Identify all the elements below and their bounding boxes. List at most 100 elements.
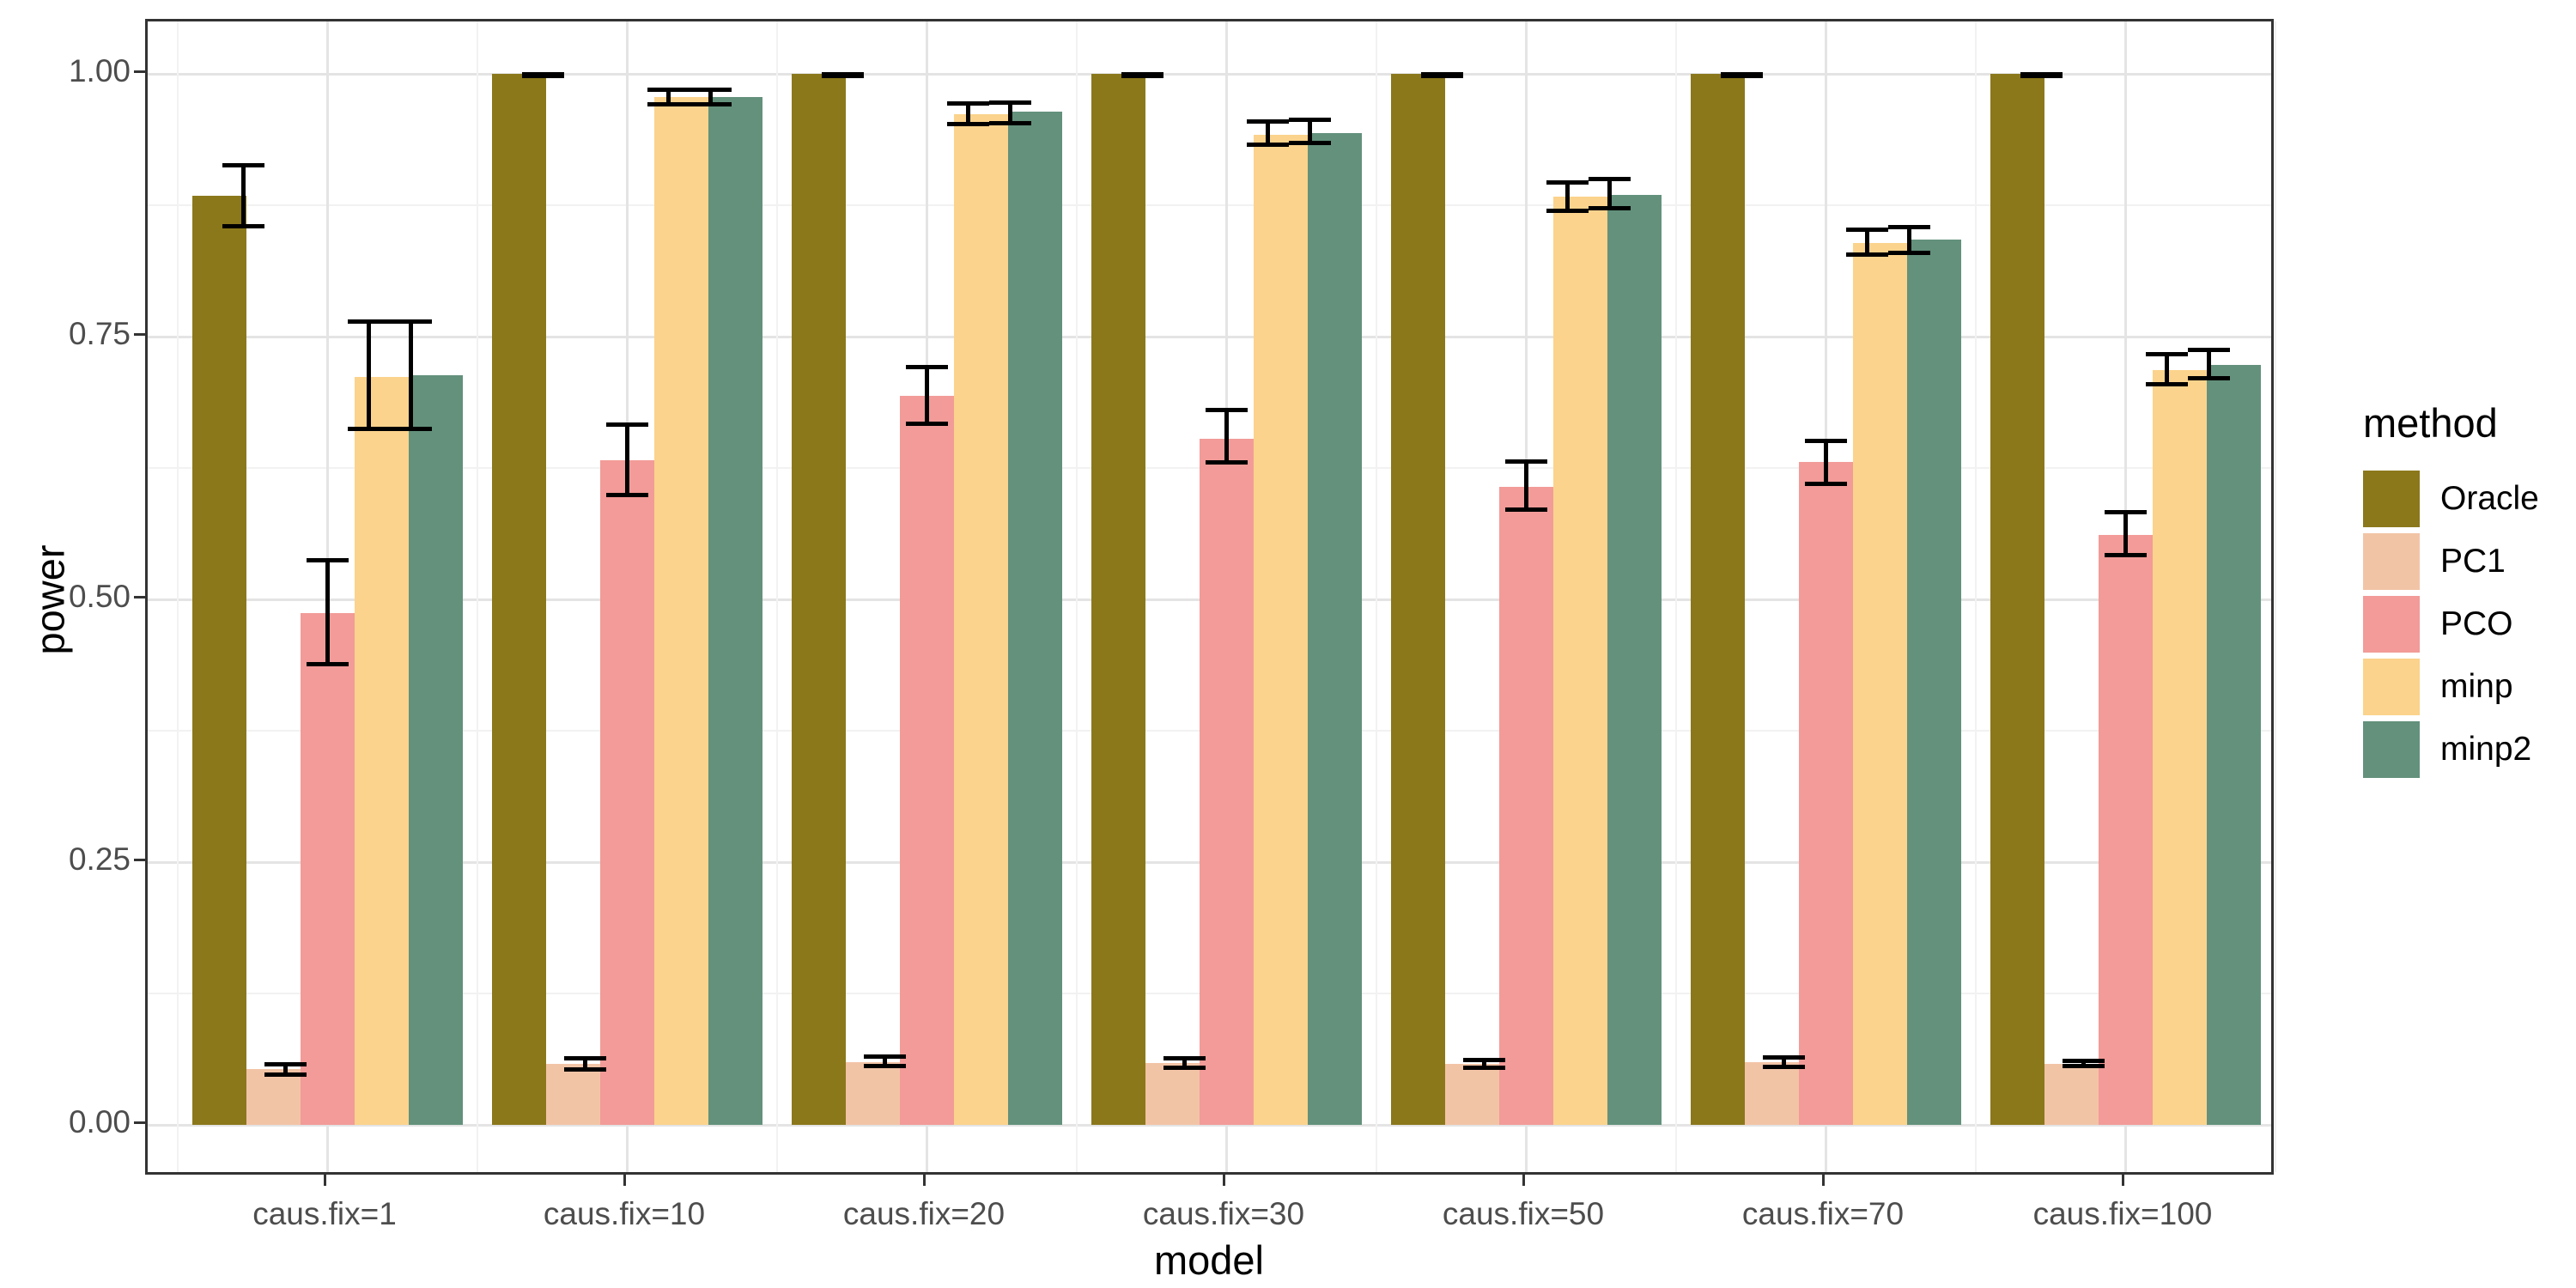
error-bar-minp2-caus.fix=20 [1008, 102, 1013, 124]
bar-minp-caus.fix=30 [1253, 134, 1308, 1125]
legend-key-swatch-Oracle [2363, 471, 2420, 527]
y-tick-label: 1.00 [68, 53, 131, 88]
legend-item-PCO: PCO [2363, 596, 2539, 653]
y-axis-tick [134, 858, 145, 861]
x-axis-tick [922, 1175, 926, 1186]
error-bar-minp-caus.fix=50-cap-top [1546, 179, 1589, 185]
error-bar-PCO-caus.fix=70-cap-bottom [1804, 481, 1847, 486]
error-bar-PC1-caus.fix=100 [2081, 1060, 2086, 1066]
bar-minp-caus.fix=10 [653, 96, 708, 1125]
x-axis-tick [1821, 1175, 1825, 1186]
plot-panel [145, 19, 2276, 1175]
error-bar-minp-caus.fix=70-cap-top [1846, 227, 1889, 232]
x-tick-label: caus.fix=70 [1741, 1196, 1905, 1231]
error-bar-minp-caus.fix=50-cap-bottom [1546, 208, 1589, 213]
error-bar-PCO-caus.fix=100 [2123, 512, 2128, 556]
bar-PCO-caus.fix=20 [899, 395, 954, 1125]
bar-PCO-caus.fix=1 [300, 612, 355, 1125]
error-bar-PC1-caus.fix=30-cap-top [1163, 1056, 1206, 1061]
error-bar-minp2-caus.fix=20-cap-top [989, 100, 1032, 105]
x-tick-label: caus.fix=100 [2032, 1196, 2213, 1231]
legend: method Oracle PC1 PCO minp minp2 [2363, 400, 2539, 778]
bar-minp2-caus.fix=10 [708, 96, 762, 1125]
x-axis-tick [1522, 1175, 1525, 1186]
bar-PC1-caus.fix=30 [1145, 1062, 1200, 1125]
error-bar-PC1-caus.fix=1-cap-bottom [264, 1072, 307, 1077]
x-tick-label: caus.fix=50 [1442, 1196, 1605, 1231]
error-bar-PCO-caus.fix=50-cap-top [1504, 459, 1547, 465]
bar-PC1-caus.fix=100 [2044, 1064, 2099, 1125]
x-axis-tick [623, 1175, 626, 1186]
bar-PC1-caus.fix=1 [246, 1069, 301, 1125]
error-bar-PC1-caus.fix=50-cap-top [1462, 1057, 1505, 1062]
error-bar-PC1-caus.fix=20-cap-top [863, 1054, 906, 1059]
gridline-v-minor [476, 21, 478, 1172]
error-bar-minp-caus.fix=1 [367, 321, 372, 429]
error-bar-Oracle-caus.fix=30-cap-bottom [1121, 73, 1163, 78]
legend-key-swatch-PCO [2363, 596, 2420, 653]
error-bar-minp-caus.fix=50 [1565, 182, 1571, 211]
bar-PC1-caus.fix=50 [1444, 1064, 1499, 1125]
legend-item-label: PC1 [2440, 543, 2506, 580]
error-bar-PCO-caus.fix=10-cap-bottom [605, 493, 648, 498]
gridline-v-minor [1974, 21, 1977, 1172]
x-tick-label: caus.fix=30 [1142, 1196, 1305, 1231]
error-bar-minp-caus.fix=100-cap-bottom [2146, 381, 2189, 386]
bar-Oracle-caus.fix=50 [1390, 74, 1445, 1125]
error-bar-minp-caus.fix=30 [1266, 121, 1271, 144]
error-bar-minp-caus.fix=20-cap-top [947, 100, 990, 106]
error-bar-minp-caus.fix=10 [666, 89, 671, 105]
error-bar-minp2-caus.fix=1-cap-top [390, 319, 433, 325]
error-bar-minp2-caus.fix=50-cap-top [1589, 176, 1631, 181]
y-axis-tick [134, 332, 145, 336]
y-tick-label: 0.50 [68, 579, 131, 614]
bar-PCO-caus.fix=50 [1498, 487, 1553, 1125]
y-axis-tick [134, 1121, 145, 1124]
bar-minp2-caus.fix=70 [1906, 240, 1961, 1125]
error-bar-PCO-caus.fix=20-cap-top [905, 364, 948, 369]
error-bar-PC1-caus.fix=50 [1481, 1060, 1486, 1068]
error-bar-minp2-caus.fix=70-cap-top [1888, 225, 1931, 230]
legend-item-minp: minp [2363, 659, 2539, 715]
error-bar-minp2-caus.fix=10-cap-top [690, 87, 732, 92]
legend-key-swatch-minp [2363, 659, 2420, 715]
error-bar-minp-caus.fix=100 [2165, 354, 2170, 385]
bar-minp-caus.fix=50 [1552, 197, 1607, 1125]
bar-PCO-caus.fix=70 [1798, 461, 1853, 1125]
y-tick-label: 0.75 [68, 316, 131, 351]
bar-Oracle-caus.fix=70 [1690, 74, 1745, 1125]
error-bar-minp2-caus.fix=70 [1907, 227, 1912, 253]
error-bar-PC1-caus.fix=70 [1781, 1057, 1786, 1067]
legend-key-swatch-PC1 [2363, 533, 2420, 590]
y-axis-title: power [27, 544, 73, 655]
error-bar-minp2-caus.fix=30 [1308, 119, 1313, 143]
x-axis-tick [1222, 1175, 1225, 1186]
error-bar-PC1-caus.fix=1-cap-top [264, 1061, 307, 1066]
x-tick-label: caus.fix=20 [842, 1196, 1005, 1231]
error-bar-PC1-caus.fix=1 [283, 1064, 288, 1075]
y-axis-tick [134, 70, 145, 73]
error-bar-PC1-caus.fix=10 [582, 1058, 587, 1070]
y-tick-label: 0.00 [68, 1104, 131, 1139]
error-bar-minp2-caus.fix=20-cap-bottom [989, 121, 1032, 126]
error-bar-Oracle-caus.fix=1-cap-top [222, 162, 264, 167]
legend-key-swatch-minp2 [2363, 721, 2420, 778]
bar-minp2-caus.fix=100 [2206, 365, 2261, 1125]
gridline-h-major [148, 1123, 2271, 1127]
y-tick-label: 0.25 [68, 841, 131, 877]
bar-Oracle-caus.fix=1 [191, 195, 246, 1125]
gridline-v-minor [2274, 21, 2276, 1172]
error-bar-Oracle-caus.fix=100-cap-bottom [2020, 73, 2063, 78]
error-bar-minp-caus.fix=1-cap-top [348, 319, 391, 325]
error-bar-Oracle-caus.fix=20-cap-bottom [821, 73, 864, 78]
bar-Oracle-caus.fix=20 [791, 74, 846, 1125]
bar-Oracle-caus.fix=30 [1091, 74, 1145, 1125]
bar-minp-caus.fix=1 [354, 376, 409, 1125]
error-bar-minp-caus.fix=30-cap-bottom [1247, 142, 1290, 147]
gridline-h-minor [148, 204, 2271, 206]
error-bar-minp2-caus.fix=50-cap-bottom [1589, 206, 1631, 211]
bar-minp-caus.fix=100 [2152, 370, 2207, 1125]
x-axis-tick [2121, 1175, 2124, 1186]
error-bar-PC1-caus.fix=20 [882, 1056, 887, 1066]
